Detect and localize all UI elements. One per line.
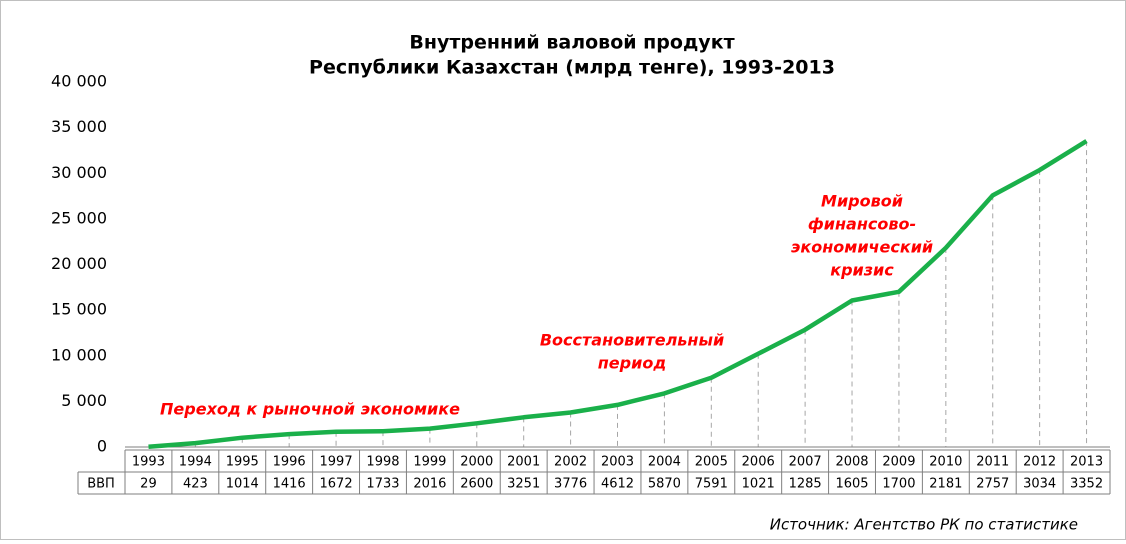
y-tick-label: 20 000 xyxy=(51,254,107,273)
x-tick-label: 2003 xyxy=(601,455,634,470)
annotation: финансово- xyxy=(808,215,916,234)
table-value: 3352 xyxy=(1070,477,1103,492)
table-value: 2181 xyxy=(929,477,962,492)
annotation: Восстановительный xyxy=(540,331,724,350)
x-tick-label: 2008 xyxy=(835,455,868,470)
y-tick-label: 0 xyxy=(97,437,107,456)
table-value: 1605 xyxy=(835,477,868,492)
table-value: 7591 xyxy=(695,477,728,492)
x-tick-label: 2010 xyxy=(929,455,962,470)
legend-label: ВВП xyxy=(87,477,115,492)
table-value: 2757 xyxy=(976,477,1009,492)
table-value: 1672 xyxy=(320,477,353,492)
table-value: 3034 xyxy=(1023,477,1056,492)
x-tick-label: 1993 xyxy=(132,455,165,470)
table-value: 3251 xyxy=(507,477,540,492)
table-value: 1014 xyxy=(226,477,259,492)
x-tick-label: 1994 xyxy=(179,455,212,470)
chart-title: Внутренний валовой продукт xyxy=(409,32,734,54)
x-tick-label: 2006 xyxy=(742,455,775,470)
annotation: Переход к рыночной экономике xyxy=(160,400,460,419)
y-tick-label: 25 000 xyxy=(51,208,107,227)
annotation: период xyxy=(598,354,666,373)
x-tick-label: 2013 xyxy=(1070,455,1103,470)
y-tick-label: 30 000 xyxy=(51,163,107,182)
x-tick-label: 2012 xyxy=(1023,455,1056,470)
table-value: 4612 xyxy=(601,477,634,492)
table-value: 1700 xyxy=(882,477,915,492)
chart-title: Республики Казахстан (млрд тенге), 1993-… xyxy=(309,57,835,79)
x-tick-label: 1996 xyxy=(273,455,306,470)
y-tick-label: 5 000 xyxy=(61,391,107,410)
annotation: Мировой xyxy=(821,192,903,211)
table-value: 2016 xyxy=(413,477,446,492)
table-value: 1733 xyxy=(366,477,399,492)
x-tick-label: 2000 xyxy=(460,455,493,470)
table-value: 1285 xyxy=(789,477,822,492)
x-tick-label: 2004 xyxy=(648,455,681,470)
x-tick-label: 1999 xyxy=(413,455,446,470)
x-tick-label: 1998 xyxy=(366,455,399,470)
x-tick-label: 2011 xyxy=(976,455,1009,470)
table-value: 2600 xyxy=(460,477,493,492)
table-value: 29 xyxy=(140,477,157,492)
table-value: 1416 xyxy=(273,477,306,492)
series-line xyxy=(148,139,1088,449)
x-tick-label: 2009 xyxy=(882,455,915,470)
y-tick-label: 15 000 xyxy=(51,300,107,319)
source: Источник: Агентство РК по статистике xyxy=(770,516,1078,534)
table-value: 5870 xyxy=(648,477,681,492)
annotation: кризис xyxy=(830,261,894,280)
x-tick-label: 1997 xyxy=(320,455,353,470)
y-tick-label: 35 000 xyxy=(51,117,107,136)
table-value: 3776 xyxy=(554,477,587,492)
x-tick-label: 2005 xyxy=(695,455,728,470)
x-tick-label: 2002 xyxy=(554,455,587,470)
x-tick-label: 2001 xyxy=(507,455,540,470)
y-tick-label: 10 000 xyxy=(51,345,107,364)
y-tick-label: 40 000 xyxy=(51,72,107,91)
x-tick-label: 1995 xyxy=(226,455,259,470)
annotation: экономический xyxy=(791,238,933,257)
table-value: 1021 xyxy=(742,477,775,492)
x-tick-label: 2007 xyxy=(789,455,822,470)
table-value: 423 xyxy=(183,477,208,492)
